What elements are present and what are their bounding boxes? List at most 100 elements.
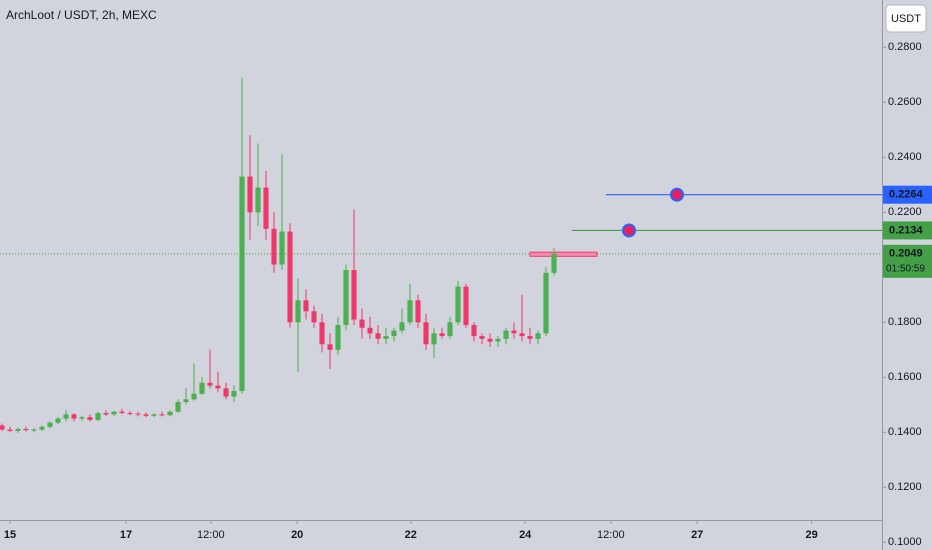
x-tick-label: 27: [691, 529, 703, 541]
candle-body: [455, 286, 461, 323]
candle-body: [23, 429, 29, 431]
y-tick-label: 0.2400: [888, 151, 922, 163]
x-tick-label: 17: [120, 529, 132, 541]
last-price-bg: [883, 244, 932, 278]
candle-body: [199, 382, 205, 394]
candle-body: [31, 429, 37, 431]
candle-body: [63, 414, 69, 419]
candle-body: [247, 176, 253, 213]
candle-body: [15, 429, 21, 431]
level-label: 0.2264: [889, 189, 924, 201]
currency-button[interactable]: [885, 4, 927, 33]
x-tick-label: 29: [805, 529, 817, 541]
candle-body: [383, 336, 389, 339]
candle-body: [87, 417, 93, 420]
candle-body: [503, 330, 509, 339]
candle-body: [327, 344, 333, 350]
candle-body: [135, 413, 141, 415]
candle-body: [479, 336, 485, 339]
candle-body: [175, 402, 181, 412]
candle-body: [527, 336, 533, 339]
y-tick-label: 0.1400: [888, 426, 922, 438]
candle-body: [391, 330, 397, 337]
candle-body: [519, 333, 525, 337]
candle-body: [367, 327, 373, 334]
candle-body: [239, 176, 245, 392]
candle-body: [119, 411, 125, 414]
level-label-bg: [883, 221, 932, 240]
candle-body: [263, 187, 269, 229]
candle-body: [495, 338, 501, 342]
candle-body: [431, 333, 437, 345]
candle-body: [207, 382, 213, 386]
candle-body: [439, 333, 445, 337]
y-tick-label: 0.2200: [888, 206, 922, 218]
candle-body: [447, 322, 453, 337]
candle-body: [47, 422, 53, 427]
countdown-label: 01:50:59: [886, 263, 925, 274]
candle-body: [375, 333, 381, 339]
level-label: 0.2134: [889, 224, 924, 236]
candle-body: [279, 231, 285, 265]
candle-body: [303, 300, 309, 312]
y-tick-label: 0.1800: [888, 316, 922, 328]
candle-body: [127, 413, 133, 415]
candle-body: [39, 426, 45, 430]
candle-body: [191, 393, 197, 400]
candle-body: [271, 228, 277, 265]
y-tick-label: 0.2600: [888, 96, 922, 108]
level-label-bg: [883, 185, 932, 204]
candle-body: [0, 425, 5, 430]
candle-body: [143, 414, 149, 416]
x-tick-label: 12:00: [597, 529, 625, 541]
candle-body: [295, 300, 301, 323]
candle-body: [95, 413, 101, 420]
x-tick-label: 15: [4, 529, 16, 541]
candle-body: [407, 300, 413, 323]
candle-body: [183, 399, 189, 403]
candle-body: [351, 270, 357, 320]
candle-body: [343, 270, 349, 326]
candle-body: [335, 325, 341, 350]
x-tick-label: 24: [519, 529, 532, 541]
candle-body: [535, 333, 541, 339]
y-tick-label: 0.1200: [888, 481, 922, 493]
candle-body: [463, 286, 469, 326]
x-tick-label: 12:00: [197, 529, 225, 541]
candle-body: [151, 414, 157, 416]
candle-body: [103, 413, 109, 415]
candle-body: [359, 319, 365, 328]
candle-body: [311, 311, 317, 323]
candle-body: [487, 338, 493, 342]
x-tick-label: 22: [405, 529, 417, 541]
candle-body: [111, 411, 117, 415]
chart-title: ArchLoot / USDT, 2h, MEXC: [6, 8, 157, 22]
candle-body: [231, 391, 237, 397]
last-price-label: 0.2049: [889, 248, 923, 260]
level-marker: [622, 223, 636, 238]
candle-body: [55, 418, 61, 423]
candle-body: [399, 322, 405, 331]
candle-body: [223, 388, 229, 397]
candle-body: [511, 330, 517, 334]
candle-body: [215, 385, 221, 389]
y-tick-label: 0.1000: [888, 536, 922, 548]
candle-body: [255, 187, 261, 213]
candle-body: [287, 231, 293, 323]
candle-body: [551, 253, 557, 273]
candle-body: [159, 414, 165, 416]
candle-body: [415, 300, 421, 323]
candle-body: [79, 417, 85, 419]
currency-label[interactable]: USDT: [891, 13, 921, 25]
zone: [529, 251, 598, 257]
candle-body: [71, 414, 77, 419]
candle-body: [7, 429, 13, 431]
y-tick-label: 0.2800: [888, 41, 922, 53]
candle-body: [543, 272, 549, 334]
level-marker: [670, 187, 684, 202]
candle-body: [471, 325, 477, 337]
candle-body: [319, 322, 325, 345]
x-tick-label: 20: [291, 529, 303, 541]
